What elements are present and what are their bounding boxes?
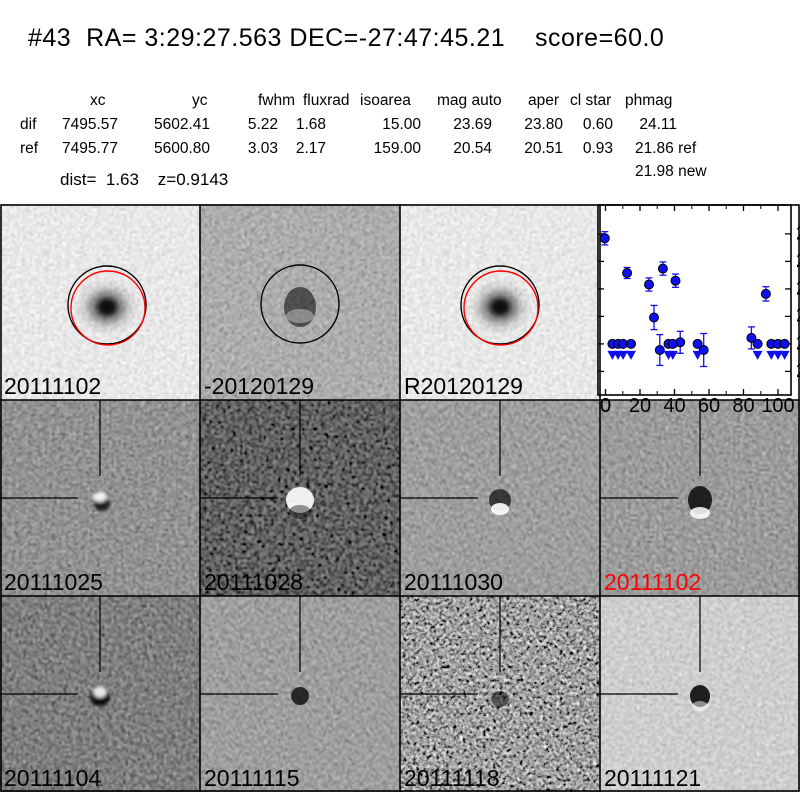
svg-text:60: 60 (698, 395, 720, 417)
svg-text:40: 40 (663, 395, 685, 417)
svg-text:0: 0 (600, 395, 611, 417)
svg-text:20111030: 20111030 (404, 569, 503, 595)
svg-text:20111102: 20111102 (604, 569, 701, 595)
svg-text:20111025: 20111025 (4, 569, 103, 595)
svg-text:80: 80 (732, 395, 754, 417)
svg-text:20111118: 20111118 (404, 765, 500, 791)
svg-text:100: 100 (761, 395, 794, 417)
svg-text:20: 20 (629, 395, 651, 417)
svg-text:20111104: 20111104 (4, 765, 101, 791)
svg-text:20111028: 20111028 (204, 569, 303, 595)
svg-text:20111115: 20111115 (204, 765, 300, 791)
svg-text:20111102: 20111102 (4, 373, 101, 399)
svg-text:-20120129: -20120129 (204, 373, 314, 399)
svg-text:20111121: 20111121 (604, 765, 701, 791)
svg-text:R20120129: R20120129 (404, 373, 523, 399)
